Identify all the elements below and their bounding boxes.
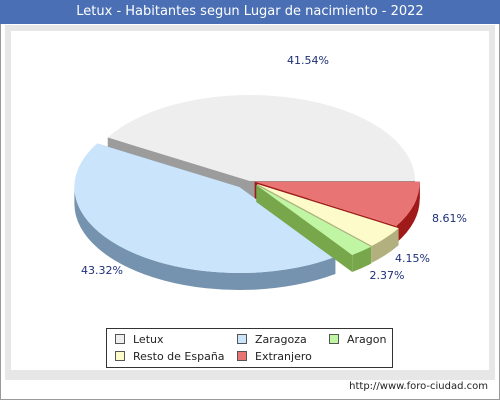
slice-side-extranjero [396,181,420,243]
legend-item-aragon: Aragon [329,333,386,347]
data-label-extranjero: 8.61% [432,212,467,225]
legend-swatch-extranjero [237,351,247,361]
legend-swatch-zaragoza [237,334,247,344]
legend-swatch-letux [115,334,125,344]
slice-side-aragon [352,246,372,272]
data-label-resto-de-espana: 4.15% [395,252,430,265]
slice-top-letux [107,95,416,181]
legend-item-letux: Letux [115,333,164,347]
data-label-aragon: 2.37% [370,269,405,282]
chart-title: Letux - Habitantes segun Lugar de nacimi… [0,0,500,24]
legend-item-resto-de-espana: Resto de España [115,350,225,364]
legend-label-extranjero: Extranjero [255,350,312,363]
legend-item-extranjero: Extranjero [237,350,312,364]
legend-label-letux: Letux [133,333,164,346]
slice-top-extranjero [254,181,420,226]
slice-side-resto-de-espana [371,228,399,263]
data-label-zaragoza: 43.32% [81,264,123,277]
legend-swatch-resto-de-espana [115,351,125,361]
data-label-letux: 41.54% [287,54,329,67]
legend-swatch-aragon [329,334,339,344]
slice-top-zaragoza [74,143,336,274]
legend: Letux Zaragoza Aragon Resto de España Ex… [106,328,393,368]
slice-top-aragon [256,184,372,255]
legend-label-aragon: Aragon [347,333,387,346]
slice-side-zaragoza [74,187,336,291]
legend-label-zaragoza: Zaragoza [255,333,307,346]
legend-label-resto-de-espana: Resto de España [133,350,225,363]
slice-aragon [256,184,372,272]
slice-top-resto-de-espana [257,183,399,246]
source-url: http://www.foro-ciudad.com [349,381,488,392]
legend-item-zaragoza: Zaragoza [237,333,307,347]
slice-zaragoza [74,143,336,291]
